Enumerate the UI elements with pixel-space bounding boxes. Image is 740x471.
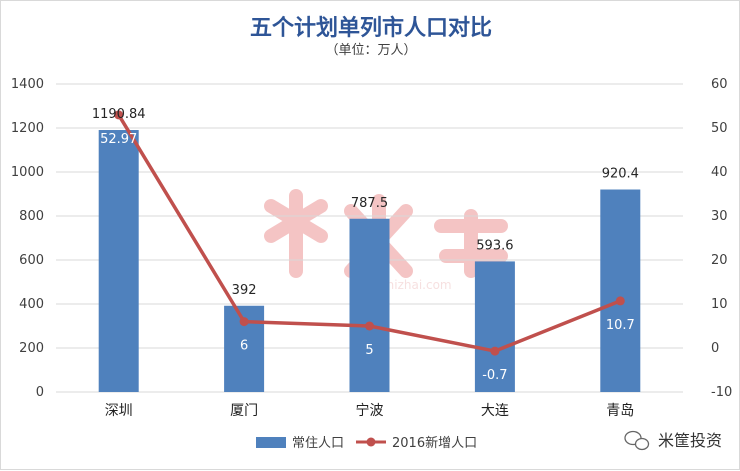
line-point bbox=[239, 317, 249, 327]
legend: 常住人口 2016新增人口 bbox=[256, 435, 477, 451]
x-tick-label: 宁波 bbox=[356, 402, 384, 419]
x-tick-label: 大连 bbox=[481, 403, 509, 419]
bar-value-label: 1190.84 bbox=[92, 107, 146, 122]
data-labels: 1190.84 392 787.5 593.6 920.4 52.97 6 5 -0.7 10.7 bbox=[92, 107, 639, 383]
y-right-tick-label: 10 bbox=[711, 297, 728, 312]
wechat-icon bbox=[624, 430, 650, 451]
line-point bbox=[114, 110, 124, 120]
brand-text: 米筐投资 bbox=[658, 431, 722, 450]
line-value-label: -0.7 bbox=[482, 368, 507, 383]
y-left-tick-label: 200 bbox=[19, 341, 44, 356]
line-value-label: 10.7 bbox=[606, 318, 635, 333]
line-value-label: 6 bbox=[240, 339, 248, 354]
bar-value-label: 787.5 bbox=[351, 196, 388, 211]
line-point bbox=[490, 346, 500, 356]
chart-title: 五个计划单列市人口对比 bbox=[250, 15, 492, 41]
y-left-tick-label: 0 bbox=[36, 385, 44, 400]
y-right-tick-label: 0 bbox=[711, 341, 719, 356]
chart-subtitle: （单位：万人） bbox=[325, 43, 416, 58]
y-left-tick-label: 1000 bbox=[11, 165, 44, 180]
line-point bbox=[365, 321, 374, 331]
legend-label-line: 2016新增人口 bbox=[392, 435, 477, 451]
line-value-label: 5 bbox=[365, 343, 373, 358]
bar bbox=[600, 189, 641, 392]
y-right-tick-label: -10 bbox=[711, 385, 732, 400]
legend-label-bar: 常住人口 bbox=[292, 436, 344, 451]
bar bbox=[349, 218, 390, 392]
y-right-tick-label: 30 bbox=[711, 209, 728, 224]
legend-marker-line bbox=[366, 437, 376, 447]
axes: 0 200 400 600 800 1000 1200 1400 -10 0 10 20 30 40 50 6… bbox=[11, 77, 732, 419]
x-tick-label: 厦门 bbox=[230, 403, 258, 419]
y-left-tick-label: 800 bbox=[19, 209, 44, 224]
x-tick-label: 深圳 bbox=[105, 403, 133, 419]
bar bbox=[98, 130, 139, 392]
bar bbox=[474, 261, 515, 392]
y-left-tick-label: 600 bbox=[19, 253, 44, 268]
y-right-tick-label: 20 bbox=[711, 253, 728, 268]
line-series bbox=[114, 110, 625, 356]
line-value-label: 52.97 bbox=[100, 132, 137, 147]
line-point bbox=[615, 296, 625, 306]
bar-value-label: 920.4 bbox=[602, 167, 639, 182]
bar-value-label: 392 bbox=[232, 283, 257, 298]
y-left-tick-label: 1400 bbox=[11, 77, 44, 92]
y-left-tick-label: 400 bbox=[19, 297, 44, 312]
y-left-tick-label: 1200 bbox=[11, 121, 44, 136]
y-right-tick-label: 40 bbox=[711, 165, 728, 180]
y-right-tick-label: 60 bbox=[711, 77, 728, 92]
y-right-tick-label: 50 bbox=[711, 121, 728, 136]
bar-value-label: 593.6 bbox=[476, 238, 513, 253]
brand-mark: 米筐投资 bbox=[624, 430, 722, 451]
legend-swatch-bar bbox=[256, 437, 286, 448]
x-tick-label: 青岛 bbox=[606, 403, 634, 419]
